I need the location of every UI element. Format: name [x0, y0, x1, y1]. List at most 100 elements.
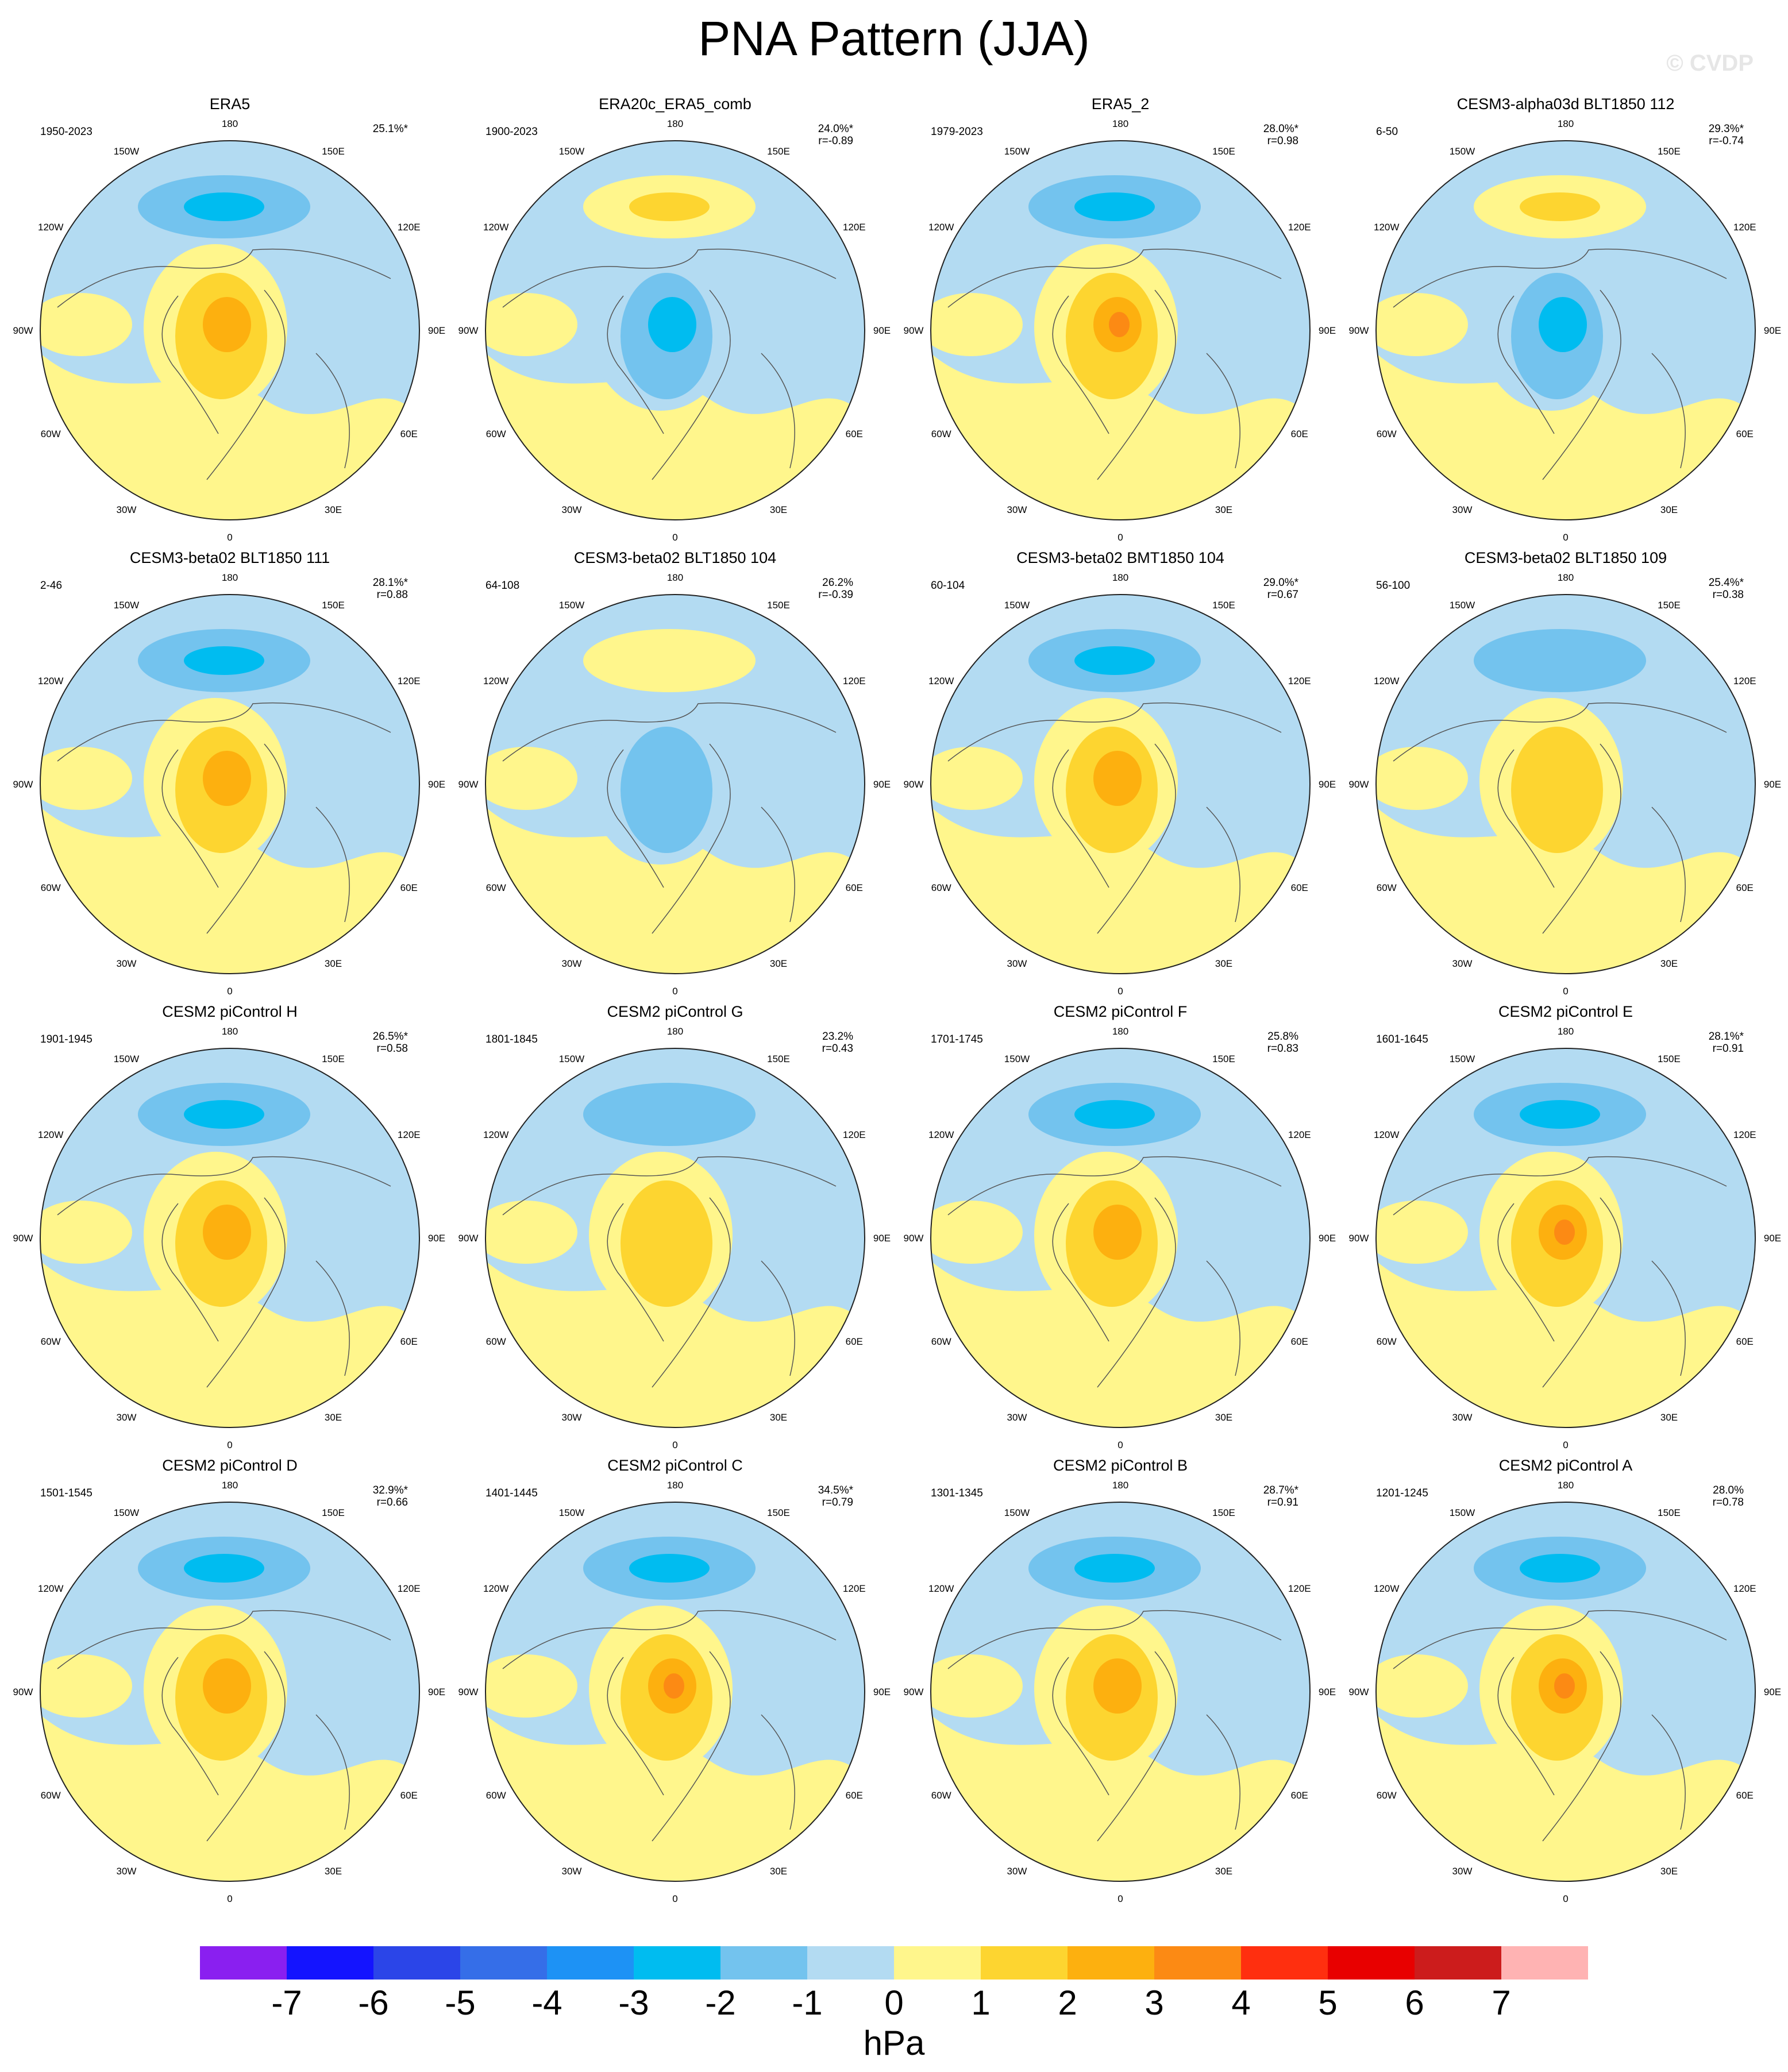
longitude-label: 90W — [904, 779, 924, 790]
longitude-label: 0 — [1563, 532, 1568, 543]
positive-anomaly-region — [40, 353, 419, 520]
positive-anomaly-region — [485, 747, 577, 810]
colorbar-cell — [894, 1946, 981, 1980]
longitude-label: 60E — [1736, 1790, 1754, 1801]
polar-anomaly — [1109, 312, 1130, 337]
longitude-label: 120E — [843, 222, 866, 233]
panel-title: CESM2 piControl F — [1054, 1003, 1188, 1020]
polar-anomaly — [203, 1658, 251, 1714]
longitude-label: 60E — [1736, 1336, 1754, 1347]
longitude-label: 150W — [559, 1054, 584, 1064]
coastline — [1097, 290, 1176, 480]
longitude-label: 180 — [1112, 1480, 1128, 1491]
longitude-label: 120W — [928, 222, 954, 233]
coastline — [1651, 1260, 1686, 1376]
panel-pattern-correlation: r=0.66 — [377, 1496, 408, 1508]
panel-variance-explained: 28.1%* — [373, 577, 409, 589]
positive-anomaly-region — [485, 807, 865, 974]
longitude-label: 90W — [904, 1233, 924, 1244]
longitude-label: 30W — [117, 1412, 137, 1423]
map-panel: 180 150E 120E 90E 60E 30E 0 30W 60W 90W 120W 150W CE… — [1349, 95, 1782, 543]
longitude-label: 150E — [1212, 146, 1235, 157]
colorbar-cell — [1501, 1946, 1588, 1980]
panel-period: 1950-2023 — [40, 126, 93, 138]
polar-anomaly — [1093, 751, 1142, 806]
longitude-label: 60E — [846, 429, 863, 439]
colorbar-cell — [807, 1946, 894, 1980]
panel-period: 1301-1345 — [931, 1487, 983, 1499]
panel-variance-explained: 29.0%* — [1263, 577, 1299, 589]
longitude-label: 0 — [1118, 986, 1123, 997]
longitude-label: 30W — [117, 1866, 137, 1877]
map-panel: 180 150E 120E 90E 60E 30E 0 30W 60W 90W 120W 150W ER… — [904, 95, 1336, 543]
positive-anomaly-region — [931, 1201, 1023, 1264]
map-panel: 180 150E 120E 90E 60E 30E 0 30W 60W 90W 120W 150W CE… — [904, 1457, 1336, 1904]
positive-anomaly-region — [931, 1715, 1310, 1881]
north-pacific-anomaly — [1520, 192, 1600, 221]
longitude-label: 60E — [400, 1790, 418, 1801]
longitude-label: 60E — [1736, 882, 1754, 893]
coastline — [161, 1203, 219, 1342]
longitude-label: 150E — [322, 1507, 345, 1518]
longitude-label: 60W — [1377, 429, 1397, 439]
coastline — [502, 1610, 837, 1669]
longitude-label: 120E — [1288, 676, 1311, 686]
longitude-label: 120E — [843, 1583, 866, 1594]
colorbar-tick-label: 2 — [1058, 1984, 1077, 2022]
longitude-label: 30E — [770, 1412, 787, 1423]
longitude-label: 120W — [38, 1583, 63, 1594]
polar-anomaly — [648, 297, 696, 352]
panel-pattern-correlation: r=0.38 — [1713, 589, 1744, 601]
longitude-label: 30W — [1452, 504, 1473, 515]
longitude-label: 120W — [928, 1129, 954, 1140]
longitude-label: 150W — [1450, 146, 1475, 157]
panel-title: CESM3-beta02 BLT1850 104 — [574, 549, 776, 566]
longitude-label: 180 — [1558, 572, 1574, 583]
panel-period: 2-46 — [40, 580, 62, 592]
longitude-label: 30W — [1007, 1412, 1027, 1423]
colorbar — [200, 1946, 1588, 1980]
longitude-label: 30E — [1215, 958, 1232, 969]
colorbar-tick-label: 7 — [1492, 1984, 1511, 2022]
positive-anomaly-region — [931, 353, 1310, 520]
polar-anomaly — [1511, 727, 1603, 853]
coastline — [1052, 1657, 1109, 1796]
longitude-label: 120E — [1288, 1583, 1311, 1594]
coastline — [315, 1714, 350, 1830]
longitude-label: 60E — [1291, 882, 1308, 893]
north-pacific-anomaly — [184, 1100, 264, 1129]
longitude-label: 120E — [1733, 222, 1756, 233]
longitude-label: 60W — [486, 882, 506, 893]
coastline — [947, 248, 1282, 308]
longitude-label: 90E — [428, 1233, 445, 1244]
polar-anomaly — [1539, 297, 1587, 352]
colorbar-tick-label: 4 — [1231, 1984, 1251, 2022]
coastline — [652, 743, 731, 934]
positive-anomaly-region — [485, 353, 865, 520]
longitude-label: 120W — [928, 1583, 954, 1594]
longitude-label: 0 — [1118, 1893, 1123, 1904]
longitude-label: 60W — [1377, 882, 1397, 893]
coastline — [161, 749, 219, 888]
longitude-label: 60W — [486, 1790, 506, 1801]
map-border — [1375, 594, 1756, 974]
longitude-label: 150W — [559, 600, 584, 611]
panel-period: 6-50 — [1376, 126, 1398, 138]
longitude-label: 90W — [13, 1687, 33, 1697]
longitude-label: 30W — [562, 504, 582, 515]
north-pacific-anomaly — [1074, 646, 1155, 675]
coastline — [1497, 295, 1555, 434]
longitude-label: 30W — [1452, 958, 1473, 969]
positive-anomaly-region — [1376, 1261, 1755, 1427]
longitude-label: 0 — [672, 532, 677, 543]
polar-anomaly — [1554, 1220, 1575, 1245]
colorbar-tick-labels: -7 -6 -5 -4 -3 -2 -1 0 1 2 3 4 5 6 7 — [0, 1983, 1788, 2029]
panel-variance-explained: 25.1%* — [373, 123, 409, 135]
longitude-label: 120E — [1733, 1583, 1756, 1594]
longitude-label: 60E — [846, 1336, 863, 1347]
coastline — [1393, 248, 1727, 308]
positive-anomaly-region — [1376, 1654, 1468, 1718]
longitude-label: 120E — [843, 676, 866, 686]
longitude-label: 150W — [559, 146, 584, 157]
panel-period: 56-100 — [1376, 580, 1410, 592]
